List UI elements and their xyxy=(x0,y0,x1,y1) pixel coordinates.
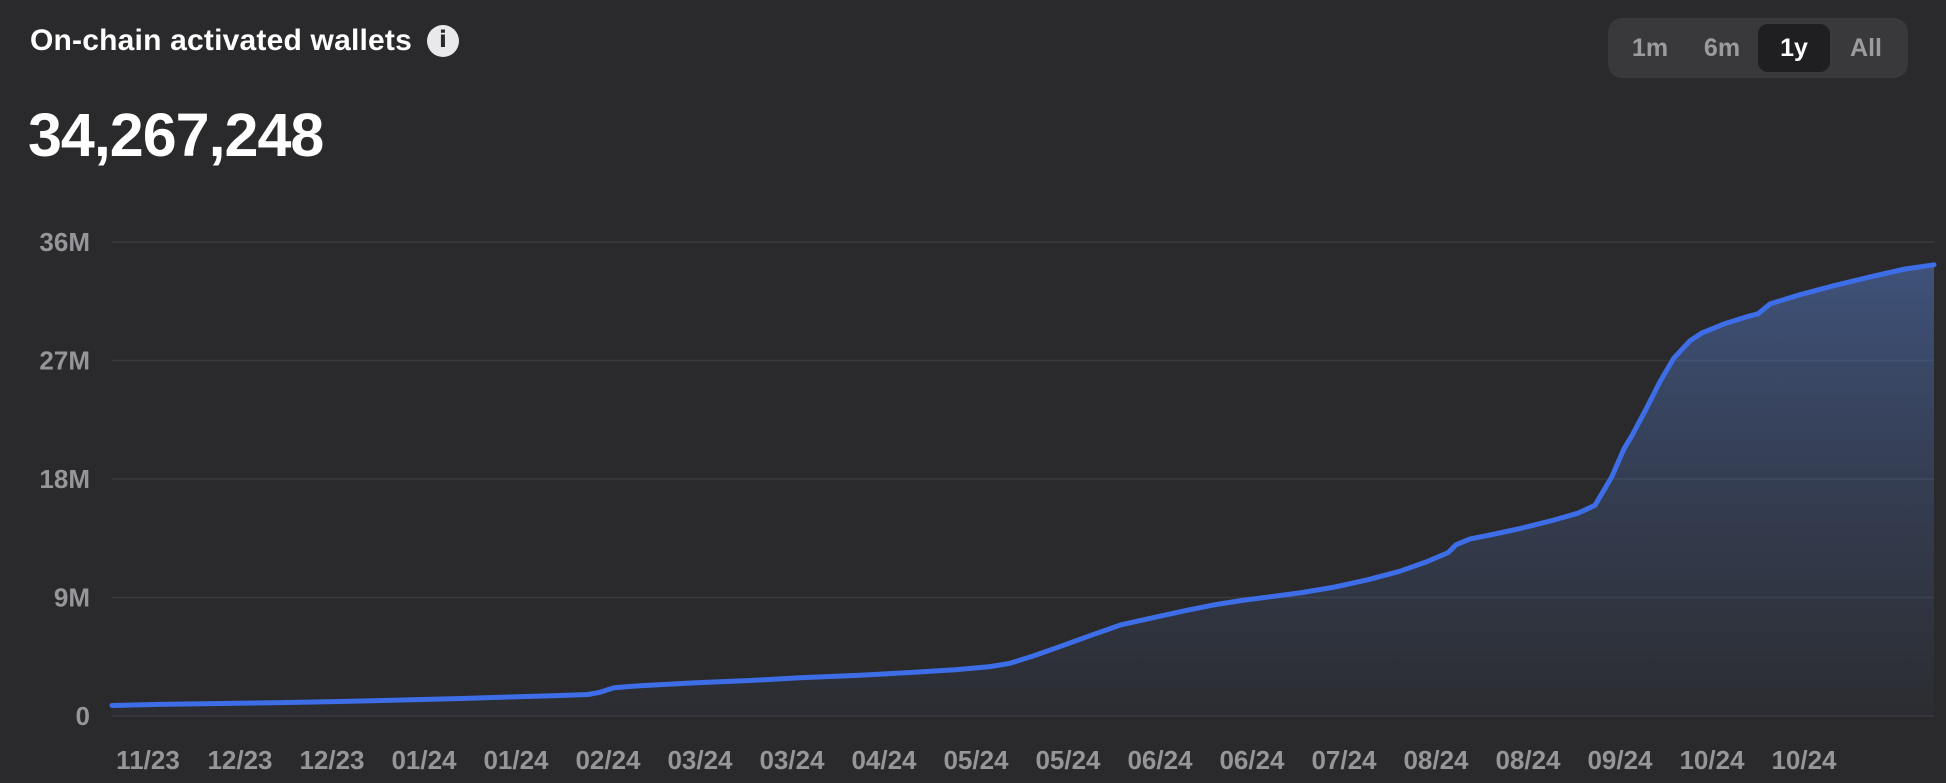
x-tick-label: 12/23 xyxy=(299,745,364,775)
y-tick-label: 9M xyxy=(54,583,90,613)
y-tick-label: 27M xyxy=(39,346,90,376)
x-tick-label: 10/24 xyxy=(1771,745,1837,775)
info-icon-glyph: i xyxy=(439,26,447,53)
y-tick-label: 36M xyxy=(39,227,90,257)
x-tick-label: 03/24 xyxy=(759,745,825,775)
y-tick-label: 0 xyxy=(76,701,90,731)
x-tick-label: 08/24 xyxy=(1495,745,1561,775)
x-tick-label: 05/24 xyxy=(1035,745,1101,775)
y-tick-label: 18M xyxy=(39,464,90,494)
x-tick-label: 10/24 xyxy=(1679,745,1745,775)
current-value: 34,267,248 xyxy=(28,101,324,169)
x-tick-label: 01/24 xyxy=(391,745,457,775)
x-tick-label: 07/24 xyxy=(1311,745,1377,775)
range-selector: 1m 6m 1y All xyxy=(1608,18,1908,78)
x-tick-label: 08/24 xyxy=(1403,745,1469,775)
x-tick-label: 12/23 xyxy=(207,745,272,775)
card-header: On-chain activated wallets i xyxy=(30,24,459,58)
x-tick-label: 01/24 xyxy=(483,745,549,775)
x-tick-label: 06/24 xyxy=(1127,745,1193,775)
x-tick-label: 04/24 xyxy=(851,745,917,775)
chart-line xyxy=(109,262,1937,708)
x-tick-label: 03/24 xyxy=(667,745,733,775)
x-tick-label: 02/24 xyxy=(575,745,641,775)
x-tick-label: 05/24 xyxy=(943,745,1009,775)
page-title: On-chain activated wallets xyxy=(30,24,412,57)
range-button-1y[interactable]: 1y xyxy=(1758,24,1830,72)
x-tick-label: 11/23 xyxy=(116,745,180,775)
info-icon[interactable]: i xyxy=(427,25,459,57)
x-tick-label: 06/24 xyxy=(1219,745,1285,775)
range-button-1m[interactable]: 1m xyxy=(1614,24,1686,72)
x-tick-label: 09/24 xyxy=(1587,745,1653,775)
range-button-all[interactable]: All xyxy=(1830,24,1902,72)
range-button-6m[interactable]: 6m xyxy=(1686,24,1758,72)
chart-area xyxy=(112,264,1934,716)
